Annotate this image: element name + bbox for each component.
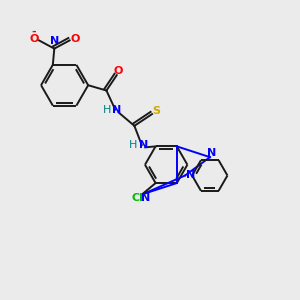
Text: O: O [113, 66, 123, 76]
Text: N: N [207, 148, 216, 158]
Text: -: - [32, 27, 36, 37]
Text: N: N [139, 140, 148, 150]
Text: H: H [129, 140, 137, 150]
Text: O: O [29, 34, 38, 44]
Text: O: O [70, 34, 80, 44]
Text: Cl: Cl [131, 193, 143, 203]
Text: N: N [50, 36, 59, 46]
Text: N: N [141, 193, 150, 203]
Text: N: N [186, 170, 196, 180]
Text: S: S [152, 106, 160, 116]
Text: N: N [112, 105, 122, 115]
Text: H: H [103, 105, 111, 115]
